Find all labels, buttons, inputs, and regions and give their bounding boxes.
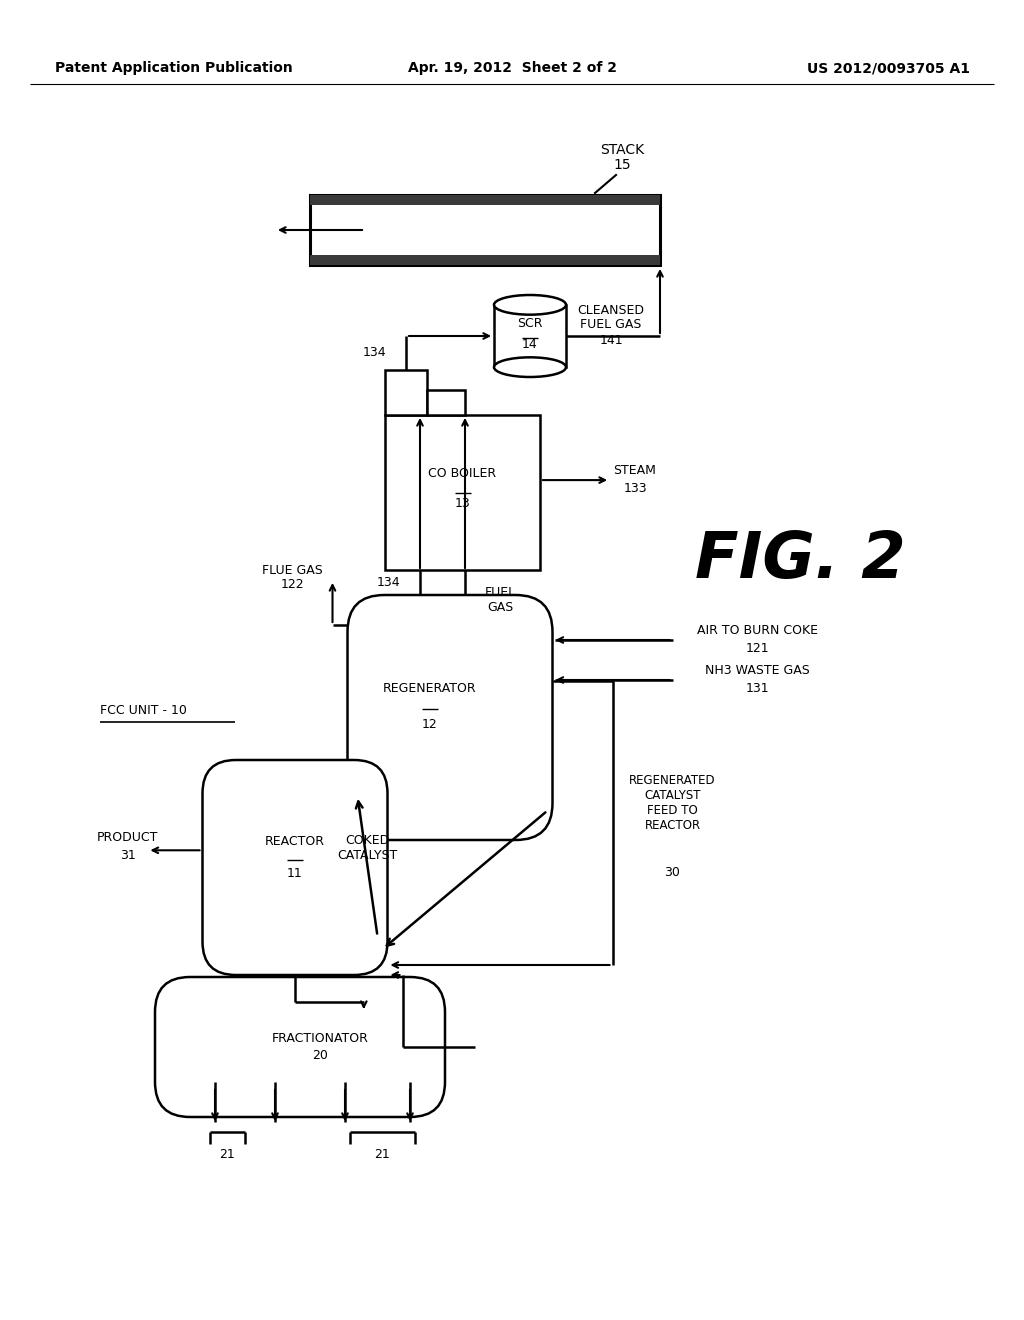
Text: STEAM: STEAM bbox=[613, 463, 656, 477]
Bar bbox=[385, 414, 540, 570]
Text: 13: 13 bbox=[455, 496, 470, 510]
FancyBboxPatch shape bbox=[347, 595, 553, 840]
Text: COKED
CATALYST: COKED CATALYST bbox=[337, 834, 397, 862]
Text: STACK: STACK bbox=[600, 143, 644, 157]
Text: Patent Application Publication: Patent Application Publication bbox=[55, 61, 293, 75]
Text: 121: 121 bbox=[745, 642, 769, 655]
Text: CLEANSED: CLEANSED bbox=[578, 304, 644, 317]
Text: CO BOILER: CO BOILER bbox=[428, 467, 497, 480]
Text: 15: 15 bbox=[613, 158, 631, 172]
Bar bbox=[494, 305, 566, 367]
Text: REGENERATOR: REGENERATOR bbox=[383, 681, 477, 694]
FancyBboxPatch shape bbox=[203, 760, 387, 975]
Text: 11: 11 bbox=[287, 867, 303, 880]
Text: AIR TO BURN COKE: AIR TO BURN COKE bbox=[697, 623, 818, 636]
Text: 134: 134 bbox=[362, 346, 386, 359]
Text: Apr. 19, 2012  Sheet 2 of 2: Apr. 19, 2012 Sheet 2 of 2 bbox=[408, 61, 616, 75]
Text: 20: 20 bbox=[312, 1049, 328, 1061]
Text: 14: 14 bbox=[522, 338, 538, 351]
Text: REGENERATED
CATALYST
FEED TO
REACTOR: REGENERATED CATALYST FEED TO REACTOR bbox=[629, 774, 716, 832]
Text: 131: 131 bbox=[745, 681, 769, 694]
Bar bbox=[310, 255, 660, 265]
Text: 134: 134 bbox=[377, 576, 400, 589]
Bar bbox=[427, 389, 465, 414]
Text: 30: 30 bbox=[665, 866, 680, 879]
Text: NH3 WASTE GAS: NH3 WASTE GAS bbox=[706, 664, 810, 676]
Bar bbox=[310, 195, 660, 265]
Text: 21: 21 bbox=[374, 1147, 390, 1160]
Text: FLUE GAS: FLUE GAS bbox=[262, 564, 323, 577]
FancyBboxPatch shape bbox=[155, 977, 445, 1117]
Text: FUEL GAS: FUEL GAS bbox=[581, 318, 642, 331]
Text: FUEL: FUEL bbox=[484, 586, 515, 599]
Ellipse shape bbox=[494, 294, 566, 314]
Text: 133: 133 bbox=[624, 482, 647, 495]
Text: 12: 12 bbox=[422, 718, 438, 731]
Text: FIG. 2: FIG. 2 bbox=[694, 529, 905, 591]
Text: GAS: GAS bbox=[486, 601, 513, 614]
Text: REACTOR: REACTOR bbox=[265, 836, 325, 849]
Text: SCR: SCR bbox=[517, 317, 543, 330]
Text: 21: 21 bbox=[219, 1147, 234, 1160]
Text: 122: 122 bbox=[281, 578, 304, 591]
Text: FCC UNIT - 10: FCC UNIT - 10 bbox=[100, 704, 186, 717]
Text: PRODUCT: PRODUCT bbox=[97, 830, 158, 843]
Bar bbox=[310, 195, 660, 205]
Bar bbox=[385, 370, 427, 414]
Text: 141: 141 bbox=[599, 334, 623, 346]
Text: US 2012/0093705 A1: US 2012/0093705 A1 bbox=[807, 61, 970, 75]
Text: FRACTIONATOR: FRACTIONATOR bbox=[271, 1032, 369, 1045]
Ellipse shape bbox=[494, 358, 566, 378]
Text: 31: 31 bbox=[120, 849, 135, 862]
